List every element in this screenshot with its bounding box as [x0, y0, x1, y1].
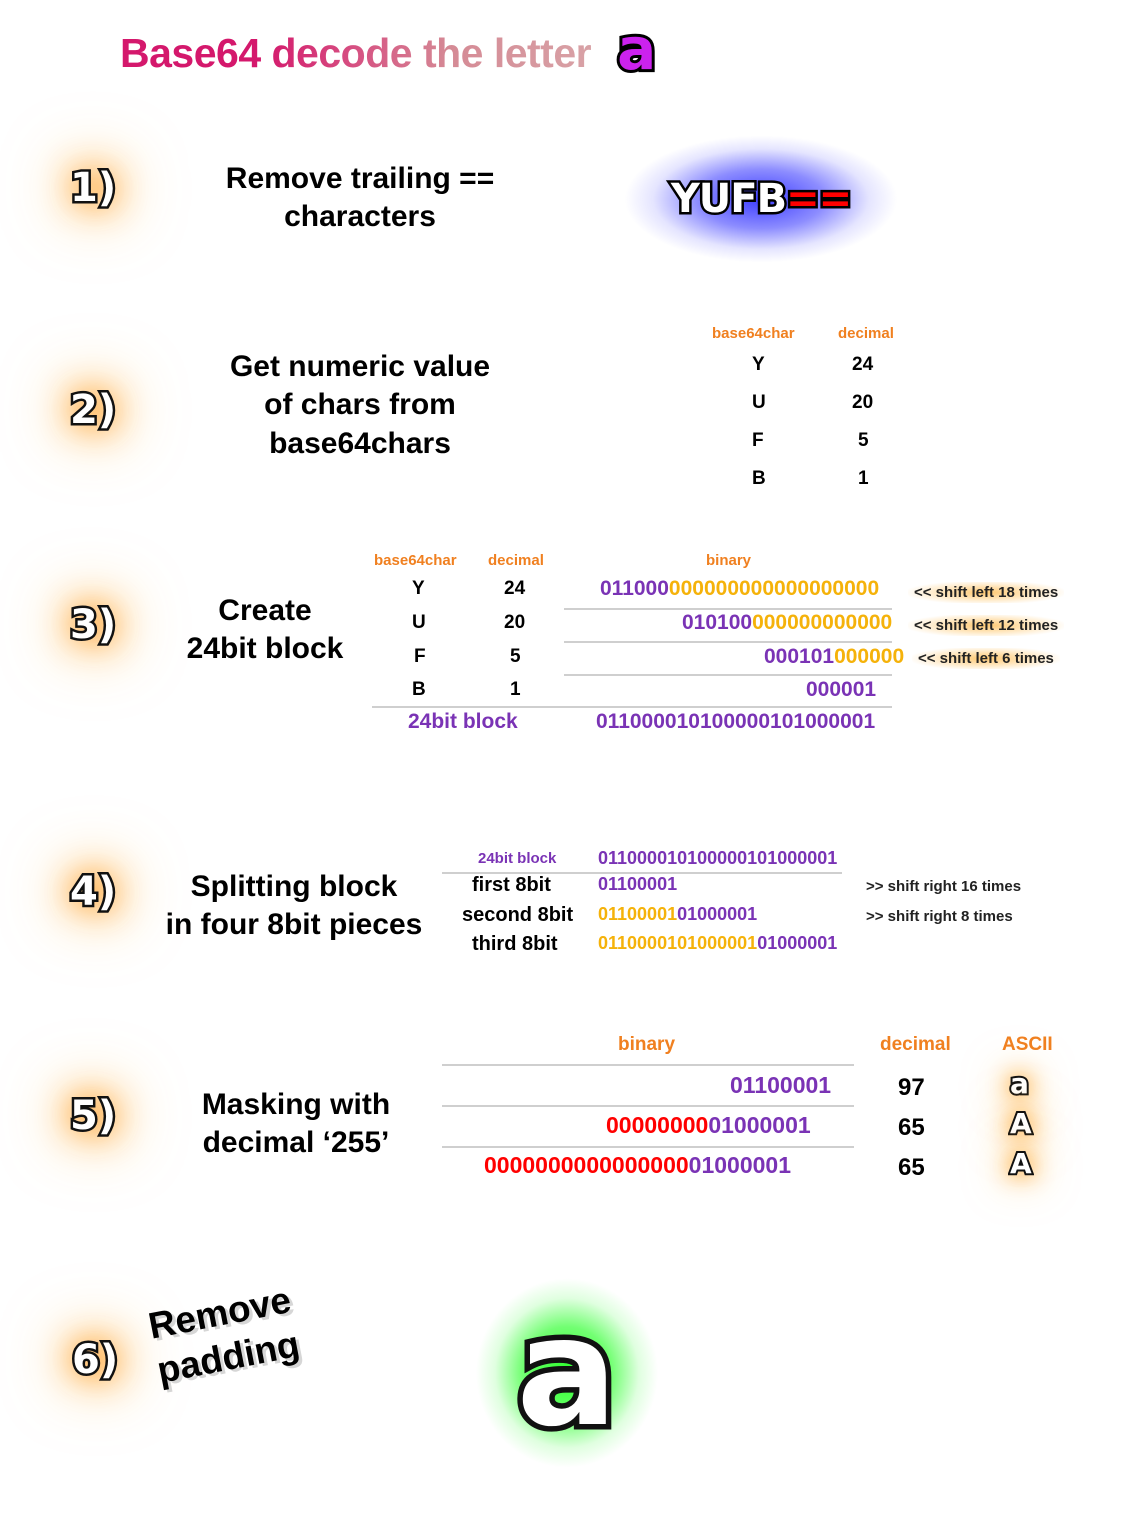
step-6-number: 6) — [69, 1337, 120, 1383]
table-row: second 8bit — [462, 904, 574, 926]
table-row: 1 — [510, 679, 521, 700]
table-row: 20 — [852, 392, 874, 413]
divider — [372, 706, 892, 708]
col-header-decimal: decimal — [880, 1034, 951, 1055]
table-row: F — [752, 430, 764, 451]
step-6-graphic: a — [452, 1248, 682, 1498]
divider — [564, 674, 892, 676]
table-row: first 8bit — [472, 874, 551, 896]
step-2-number: 2) — [67, 387, 118, 433]
table-row: U — [412, 612, 426, 633]
divider — [442, 1105, 854, 1107]
24bit-block-label: 24bit block — [408, 710, 518, 733]
step-1-heading-line1: Remove trailing == — [225, 162, 495, 195]
step-3-heading: Create 24bit block — [140, 592, 390, 669]
blue-glow — [596, 128, 926, 270]
step-2-heading-line1: Get numeric value — [229, 350, 491, 383]
binary-masked-row-3: 000000000000000001000001 — [484, 1152, 792, 1178]
table-row: Y — [752, 354, 765, 375]
shift-label-6: << shift left 6 times — [912, 648, 1060, 669]
divider — [564, 641, 892, 643]
col-header-ascii: ASCII — [1002, 1034, 1053, 1055]
table-row: B — [412, 679, 426, 700]
ascii-char-3: A — [1008, 1147, 1034, 1180]
step-4-heading-line1: Splitting block — [190, 870, 398, 903]
step-1-number: 1) — [67, 165, 118, 211]
col-header-base64char: base64char — [712, 325, 795, 342]
col-header-binary: binary — [618, 1034, 676, 1055]
col-header-base64char: base64char — [374, 552, 457, 569]
table-row: 5 — [510, 646, 521, 667]
step-6-heading: Remove padding — [145, 1277, 304, 1393]
table-row: B — [752, 468, 766, 489]
binary-masked-row-1: 01100001 — [730, 1072, 832, 1098]
binary-first-8bit: 01100001 — [598, 874, 678, 894]
step-2-heading-line3: base64chars — [269, 426, 451, 460]
shift-right-8-label: >> shift right 8 times — [866, 908, 1013, 925]
source-value-24bit: 011000010100000101000001 — [598, 848, 838, 868]
divider — [442, 872, 842, 874]
decimal-value-2: 65 — [898, 1114, 925, 1141]
table-row: 24 — [852, 354, 874, 375]
col-header-decimal: decimal — [488, 552, 544, 569]
step-1-graphic: YUFB == — [596, 128, 926, 270]
step-1-heading-line2: characters — [284, 200, 436, 234]
step-3-heading-line2: 24bit block — [186, 632, 344, 666]
step-3-number: 3) — [67, 602, 118, 648]
title-letter-a: a — [614, 15, 659, 83]
table-row: 24 — [504, 578, 526, 599]
col-header-decimal: decimal — [838, 325, 894, 342]
binary-second-8bit: 0110000101000001 — [598, 904, 758, 924]
binary-row-u: 010100000000000000 — [682, 611, 893, 634]
table-row: 1 — [858, 468, 869, 489]
page-title-text: Base64 decode the letter — [120, 29, 592, 76]
table-row: F — [414, 646, 426, 667]
24bit-block-value: 011000010100000101000001 — [596, 710, 876, 733]
table-row: U — [752, 392, 766, 413]
divider — [442, 1064, 854, 1066]
table-row: third 8bit — [472, 933, 558, 955]
table-row: Y — [412, 578, 425, 599]
decoded-result-letter: a — [511, 1286, 623, 1460]
step-2-heading: Get numeric value of chars from base64ch… — [150, 348, 570, 463]
page-title: Base64 decode the letter a — [120, 17, 659, 82]
binary-row-f: 000101000000 — [764, 645, 905, 668]
base64-string: YUFB == — [596, 128, 926, 270]
table-row: 5 — [858, 430, 869, 451]
table-row: 20 — [504, 612, 526, 633]
step-4-heading: Splitting block in four 8bit pieces — [154, 868, 434, 945]
step-5-number: 5) — [67, 1093, 118, 1139]
divider — [564, 608, 892, 610]
divider — [442, 1146, 854, 1148]
col-header-binary: binary — [706, 552, 752, 569]
step-4-heading-line2: in four 8bit pieces — [165, 908, 423, 942]
shift-right-16-label: >> shift right 16 times — [866, 878, 1022, 895]
decimal-value-3: 65 — [898, 1154, 925, 1181]
source-label-24bit: 24bit block — [478, 850, 557, 867]
binary-row-b: 000001 — [806, 678, 877, 701]
step-3-heading-line1: Create — [218, 594, 312, 627]
ascii-char-2: A — [1008, 1107, 1034, 1140]
step-4-number: 4) — [67, 869, 118, 915]
green-glow — [452, 1248, 682, 1498]
decimal-value-1: 97 — [898, 1074, 925, 1101]
base64-kept-chars: YUFB — [668, 174, 789, 225]
shift-label-12: << shift left 12 times — [908, 615, 1065, 636]
binary-masked-row-2: 0000000001000001 — [606, 1112, 811, 1138]
shift-label-18: << shift left 18 times — [908, 582, 1065, 603]
step-5-heading-line1: Masking with — [201, 1088, 391, 1121]
step-5-heading: Masking with decimal ‘255’ — [146, 1086, 446, 1163]
binary-row-y: 011000000000000000000000 — [600, 577, 880, 600]
base64-padding-chars: == — [784, 174, 855, 225]
step-5-heading-line2: decimal ‘255’ — [202, 1126, 390, 1160]
step-2-heading-line2: of chars from — [264, 388, 456, 422]
binary-third-8bit: 011000010100000101000001 — [598, 933, 838, 953]
step-1-heading: Remove trailing == characters — [160, 160, 560, 237]
ascii-char-1: a — [1008, 1067, 1031, 1100]
